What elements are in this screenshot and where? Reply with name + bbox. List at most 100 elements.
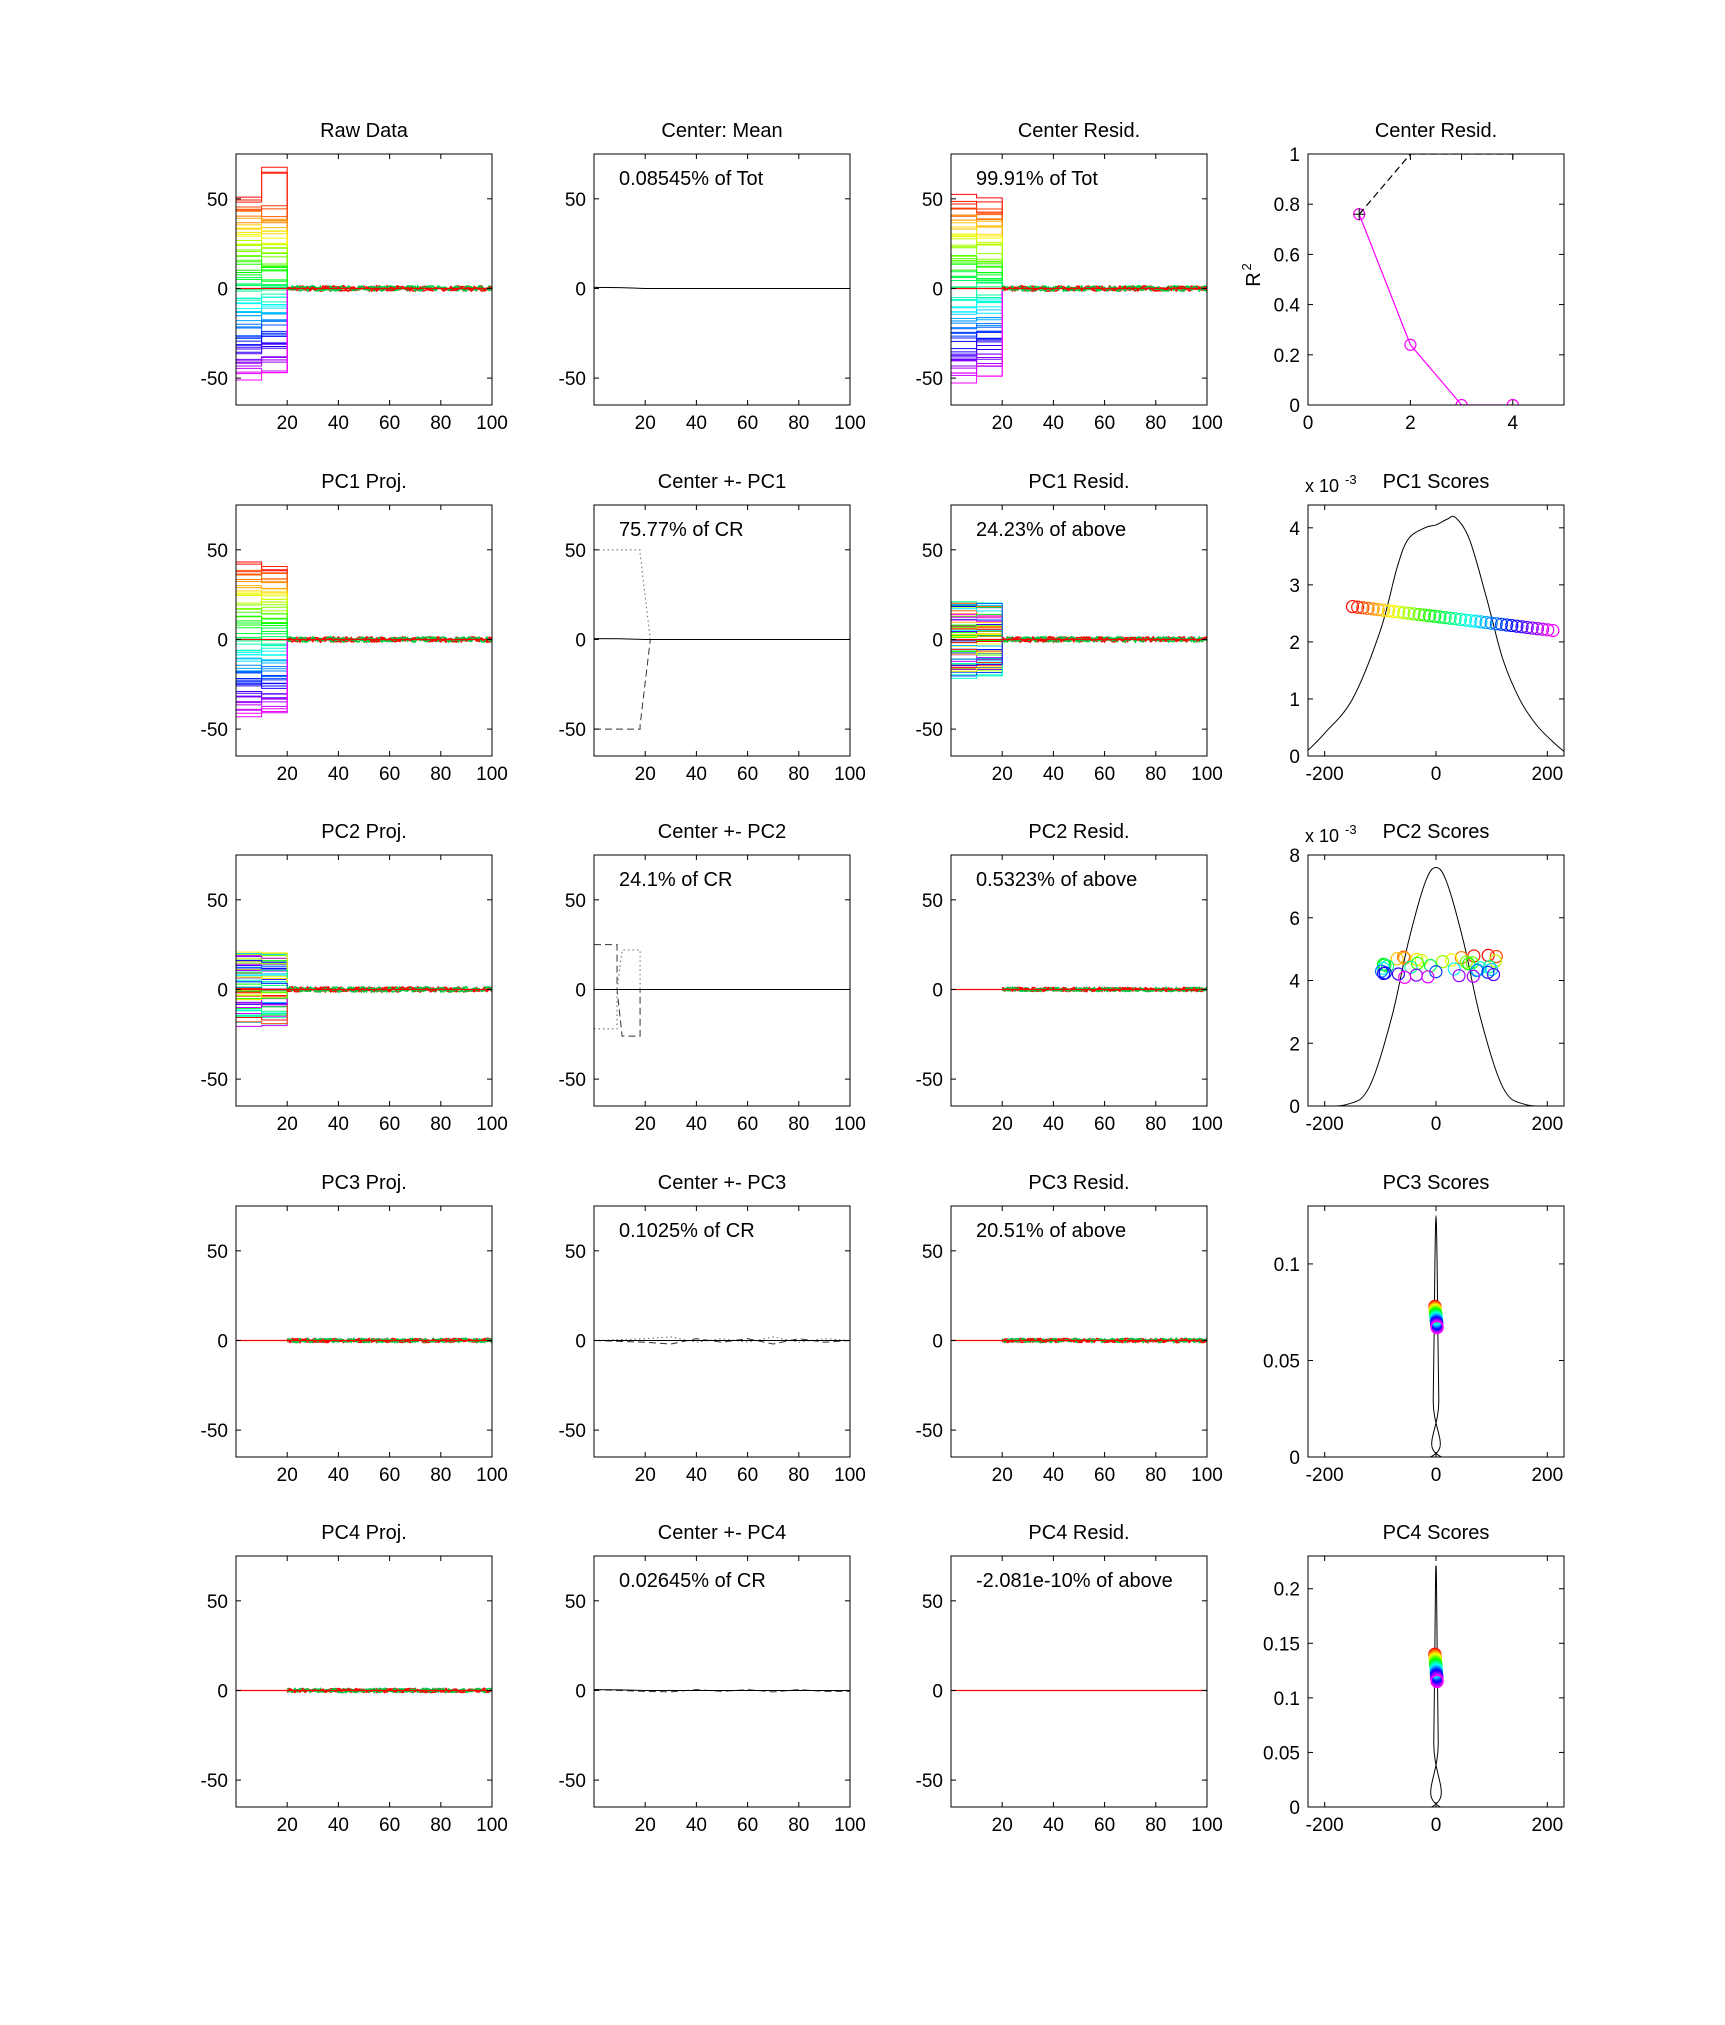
series-dashed — [594, 1338, 850, 1345]
series-line — [236, 249, 492, 289]
panel-title: Center +- PC3 — [658, 1172, 786, 1194]
plot-area — [236, 1686, 492, 1694]
y-tick-label: 0.2 — [1274, 346, 1300, 367]
x-tick-label: 40 — [328, 1815, 349, 1836]
x-tick-label: -200 — [1306, 1465, 1344, 1486]
x-tick-label: 100 — [476, 1114, 508, 1135]
y-tick-label: -50 — [916, 1070, 943, 1091]
r2-point — [1506, 398, 1519, 405]
plot-area — [1308, 1215, 1564, 1457]
exponent-superscript: -3 — [1345, 472, 1357, 487]
y-tick-label: 50 — [565, 891, 586, 912]
series-line — [951, 225, 1207, 289]
score-point — [1428, 609, 1442, 623]
series-line — [951, 193, 1207, 289]
x-tick-label: 60 — [1094, 413, 1115, 434]
score-point — [1361, 601, 1375, 615]
score-point — [1391, 967, 1406, 981]
x-tick-label: 60 — [737, 1114, 758, 1135]
series-line — [951, 287, 1207, 322]
y-tick-label: 0.1 — [1274, 1689, 1300, 1710]
panel-3-2: 20 40 60 80 100 -50 0 50 PC3 Resid. 20.51% of abo… — [916, 1172, 1223, 1486]
series-line — [236, 965, 492, 990]
y-tick-label: -50 — [559, 369, 586, 390]
x-tick-label: 40 — [1043, 413, 1064, 434]
x-tick-label: 60 — [1094, 764, 1115, 785]
axes-box — [1307, 504, 1565, 757]
panel-1-0: 20 40 60 80 100 -50 0 50 PC1 Proj. — [201, 471, 508, 785]
x-tick-label: 20 — [277, 764, 298, 785]
x-tick-label: 200 — [1531, 1465, 1563, 1486]
panel-title: Center Resid. — [1375, 120, 1497, 142]
axes-box — [235, 1555, 493, 1808]
y-tick-label: 50 — [207, 1592, 228, 1613]
score-point — [1356, 601, 1370, 615]
score-point — [1438, 610, 1452, 625]
score-point — [1541, 623, 1555, 637]
y-tick-label: 0 — [1289, 747, 1300, 768]
axes-box — [1307, 854, 1565, 1107]
x-tick-label: 20 — [635, 1114, 656, 1135]
score-point — [1525, 621, 1539, 635]
x-tick-label: 100 — [1191, 764, 1223, 785]
panel-1-3: -200 0 200 0 1 2 3 4 PC1 Scores x 10 -3 — [1289, 471, 1565, 785]
panel-title: Center +- PC1 — [658, 471, 786, 493]
series-line — [951, 207, 1207, 289]
score-point — [1484, 616, 1498, 630]
x-tick-label: 60 — [379, 764, 400, 785]
series-line — [951, 287, 1207, 322]
y-tick-label: 1 — [1289, 690, 1300, 711]
y-tick-label: 4 — [1289, 972, 1300, 993]
panel-title: Center: Mean — [661, 120, 782, 142]
x-tick-label: 40 — [328, 1114, 349, 1135]
score-point — [1417, 608, 1432, 622]
score-point — [1481, 965, 1495, 979]
y-tick-label: 50 — [922, 190, 943, 211]
plot-area — [236, 951, 492, 1027]
plot-area — [951, 1336, 1207, 1344]
series-line — [951, 287, 1207, 342]
x-tick-label: 100 — [834, 413, 866, 434]
x-tick-label: 20 — [992, 764, 1013, 785]
x-tick-label: 40 — [686, 1815, 707, 1836]
x-tick-label: 20 — [992, 413, 1013, 434]
x-tick-label: 40 — [328, 413, 349, 434]
x-tick-label: 60 — [379, 1815, 400, 1836]
panel-title: PC2 Proj. — [321, 821, 407, 843]
plot-area — [1308, 867, 1564, 1106]
panel-3-1: 20 40 60 80 100 -50 0 50 Center +- PC3 0.1025% of… — [559, 1172, 866, 1486]
axes-box — [950, 504, 1208, 757]
y-tick-label: 6 — [1289, 909, 1300, 930]
axes-box — [235, 1205, 493, 1458]
y-tick-label: -50 — [916, 369, 943, 390]
x-tick-label: 20 — [277, 1815, 298, 1836]
series-line — [951, 258, 1207, 289]
y-tick-label: 0 — [932, 980, 943, 1001]
y-tick-label: 0 — [575, 279, 586, 300]
x-tick-label: 2 — [1405, 413, 1416, 434]
plot-area — [951, 601, 1207, 679]
x-tick-label: 200 — [1531, 764, 1563, 785]
x-tick-label: 100 — [476, 413, 508, 434]
y-tick-label: -50 — [916, 720, 943, 741]
panel-annotation: 24.1% of CR — [619, 869, 732, 891]
panel-2-2: 20 40 60 80 100 -50 0 50 PC2 Resid. 0.5323% of ab… — [916, 821, 1223, 1135]
panel-title: Center Resid. — [1018, 120, 1140, 142]
x-tick-label: 0 — [1303, 413, 1314, 434]
y-tick-label: 0 — [575, 630, 586, 651]
series-dashed — [594, 638, 850, 730]
y-tick-label: 0.2 — [1274, 1580, 1300, 1601]
score-point — [1515, 620, 1529, 634]
series-line — [236, 638, 492, 685]
score-point — [1489, 949, 1503, 964]
panel-title: PC4 Proj. — [321, 1522, 407, 1544]
y-tick-label: 0 — [217, 980, 228, 1001]
x-tick-label: 60 — [379, 413, 400, 434]
x-tick-label: 100 — [834, 764, 866, 785]
y-tick-label: 50 — [565, 541, 586, 562]
y-tick-label: 0 — [1289, 1097, 1300, 1118]
x-tick-label: 40 — [686, 1465, 707, 1486]
panel-title: PC3 Proj. — [321, 1172, 407, 1194]
panel-0-1: 20 40 60 80 100 -50 0 50 Center: Mean 0.08545% of… — [559, 120, 866, 434]
plot-area — [1353, 154, 1519, 405]
